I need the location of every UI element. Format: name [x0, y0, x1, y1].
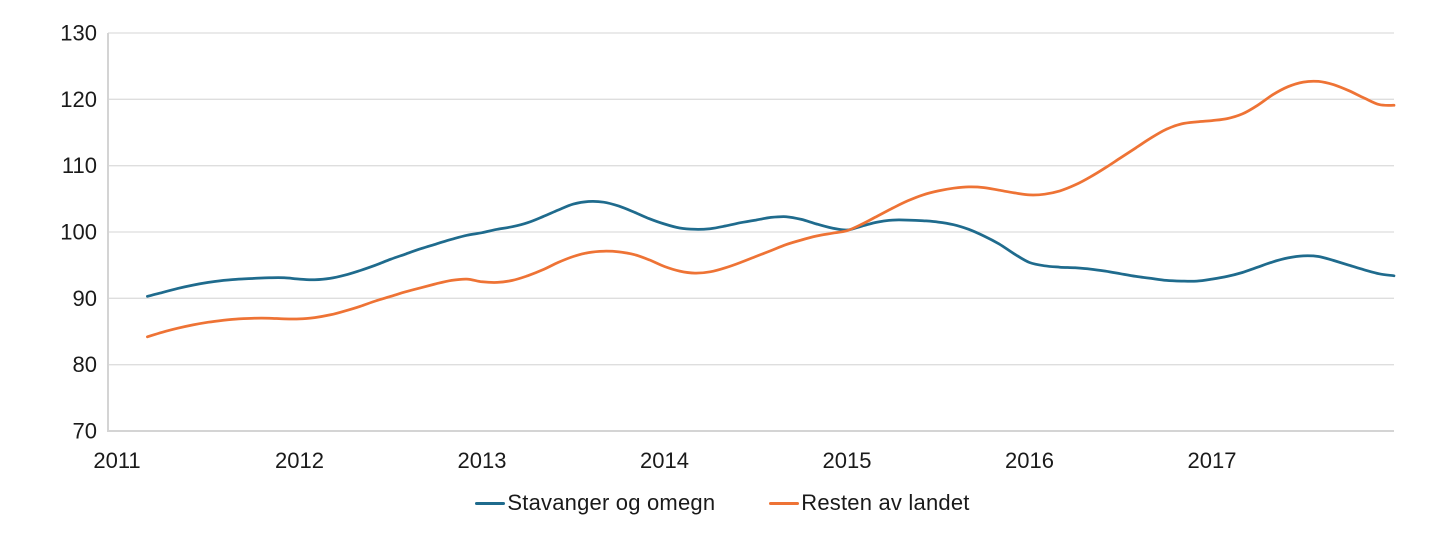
legend: Stavanger og omegn Resten av landet — [0, 487, 1445, 519]
y-tick-label: 80 — [73, 352, 97, 377]
y-tick-label: 100 — [60, 220, 97, 245]
series-line-stavanger — [146, 199, 1396, 298]
series-line-resten — [146, 79, 1396, 339]
x-tick-label: 2014 — [640, 448, 689, 473]
x-tick-label: 2012 — [275, 448, 324, 473]
x-tick-label: 2013 — [458, 448, 507, 473]
x-tick-label: 2016 — [1005, 448, 1054, 473]
y-tick-label: 120 — [60, 87, 97, 112]
x-tick-label: 2015 — [823, 448, 872, 473]
legend-item-resten: Resten av landet — [769, 492, 969, 514]
x-tick-label: 2011 — [93, 448, 140, 473]
legend-label-stavanger: Stavanger og omegn — [507, 490, 716, 515]
legend-line-marker-resten — [769, 501, 800, 505]
y-tick-label: 110 — [62, 153, 97, 178]
x-tick-label: 2017 — [1188, 448, 1237, 473]
y-tick-label: 90 — [73, 286, 97, 311]
y-tick-label: 130 — [60, 21, 97, 46]
y-tick-label: 70 — [73, 419, 97, 444]
legend-label-resten: Resten av landet — [801, 490, 970, 515]
legend-line-marker-stavanger — [475, 501, 506, 505]
legend-item-stavanger: Stavanger og omegn — [475, 492, 715, 514]
